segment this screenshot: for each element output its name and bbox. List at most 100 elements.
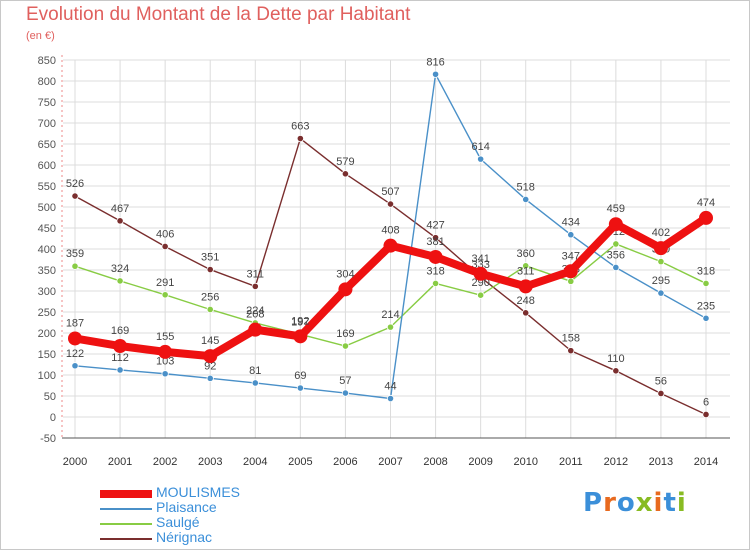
data-point-moulismes: [563, 264, 578, 279]
data-label-saulgé: 169: [336, 328, 354, 340]
x-tick-label: 2013: [649, 456, 673, 468]
legend-swatch-saulge: [100, 523, 152, 525]
chart-title: Evolution du Montant de la Dette par Hab…: [26, 4, 411, 25]
y-tick-label: 850: [38, 55, 56, 67]
y-tick-label: 600: [38, 160, 56, 172]
data-point-nérignac: [612, 367, 620, 375]
data-point-moulismes: [158, 344, 173, 359]
data-point-moulismes: [293, 329, 308, 344]
data-point-plaisance: [702, 314, 710, 322]
data-label-moulismes: 402: [652, 227, 670, 239]
data-point-moulismes: [113, 339, 128, 354]
data-label-plaisance: 816: [426, 56, 444, 68]
legend-label-nerignac: Nérignac: [156, 529, 213, 545]
data-point-plaisance: [71, 362, 79, 370]
data-label-moulismes: 169: [111, 325, 129, 337]
data-point-nérignac: [386, 200, 395, 208]
data-label-plaisance: 434: [562, 217, 580, 229]
legend-label-saulge: Saulgé: [156, 514, 200, 530]
data-label-nérignac: 351: [201, 252, 219, 264]
data-point-nérignac: [702, 410, 710, 419]
x-tick-label: 2000: [63, 456, 87, 468]
y-tick-label: 300: [38, 286, 56, 298]
x-tick-label: 2003: [198, 456, 222, 468]
data-label-moulismes: 304: [336, 268, 354, 280]
data-point-saulgé: [206, 305, 214, 314]
x-tick-label: 2010: [513, 456, 537, 468]
y-tick-label: 100: [38, 370, 56, 382]
data-point-moulismes: [608, 217, 623, 232]
data-label-nérignac: 311: [247, 268, 265, 280]
data-point-moulismes: [653, 241, 668, 256]
y-tick-label: 700: [38, 118, 56, 130]
data-point-plaisance: [522, 195, 530, 204]
data-label-moulismes: 459: [607, 203, 625, 215]
legend-swatch-moulismes: [100, 490, 152, 498]
data-point-saulgé: [657, 257, 665, 266]
data-label-nérignac: 56: [655, 375, 667, 387]
data-label-plaisance: 57: [339, 375, 351, 387]
data-point-moulismes: [203, 349, 218, 364]
data-label-nérignac: 6: [703, 396, 709, 408]
y-tick-label: 550: [38, 181, 56, 193]
data-point-nérignac: [206, 265, 214, 274]
data-label-plaisance: 69: [294, 370, 306, 382]
data-label-plaisance: 103: [156, 356, 174, 368]
data-label-plaisance: 112: [111, 352, 129, 364]
x-tick-label: 2001: [108, 456, 132, 468]
y-tick-label: 350: [38, 265, 56, 277]
data-label-moulismes: 311: [517, 265, 535, 277]
data-label-moulismes: 192: [291, 315, 309, 327]
data-label-moulismes: 155: [156, 331, 174, 343]
data-label-moulismes: 187: [66, 317, 84, 329]
data-point-moulismes: [338, 282, 353, 297]
data-label-saulgé: 214: [381, 309, 399, 321]
data-point-saulgé: [477, 291, 485, 299]
x-tick-label: 2012: [604, 456, 628, 468]
data-point-plaisance: [161, 370, 169, 378]
data-label-nérignac: 427: [426, 220, 444, 232]
data-point-plaisance: [431, 70, 440, 78]
y-tick-label: 750: [38, 97, 56, 109]
data-label-plaisance: 518: [517, 181, 535, 193]
data-label-moulismes: 208: [246, 309, 264, 321]
data-point-plaisance: [477, 155, 485, 163]
data-point-nérignac: [251, 282, 259, 290]
data-label-plaisance: 614: [471, 141, 489, 153]
data-point-saulgé: [161, 291, 169, 299]
data-point-plaisance: [567, 231, 575, 239]
data-point-plaisance: [206, 374, 214, 382]
data-label-plaisance: 44: [384, 381, 396, 393]
data-label-saulgé: 290: [471, 277, 489, 289]
data-point-moulismes: [248, 322, 263, 337]
data-point-saulgé: [567, 277, 575, 285]
data-point-nérignac: [431, 234, 440, 242]
data-label-nérignac: 110: [607, 353, 625, 365]
x-tick-label: 2008: [423, 456, 447, 468]
data-point-plaisance: [116, 366, 124, 374]
data-label-saulgé: 224: [246, 305, 264, 317]
data-point-nérignac: [657, 389, 665, 398]
data-point-nérignac: [296, 134, 304, 143]
data-point-saulgé: [431, 279, 440, 288]
x-tick-label: 2004: [243, 456, 267, 468]
data-label-saulgé: 360: [517, 248, 535, 260]
data-label-saulgé: 291: [156, 277, 174, 289]
data-label-saulgé: 197: [291, 316, 309, 328]
x-tick-label: 2014: [694, 456, 718, 468]
data-point-saulgé: [612, 240, 620, 248]
data-label-moulismes: 341: [471, 253, 489, 265]
data-label-plaisance: 122: [66, 348, 84, 360]
data-label-plaisance: 81: [249, 365, 261, 377]
data-label-nérignac: 406: [156, 228, 174, 240]
y-tick-label: 50: [44, 391, 56, 403]
x-tick-label: 2011: [559, 456, 583, 468]
y-tick-label: 150: [38, 349, 56, 361]
data-label-saulgé: 318: [426, 265, 444, 277]
data-label-nérignac: 663: [291, 121, 309, 133]
x-tick-label: 2002: [153, 456, 177, 468]
data-label-moulismes: 347: [562, 250, 580, 262]
data-point-saulgé: [522, 262, 530, 270]
data-point-plaisance: [296, 384, 304, 392]
data-point-moulismes: [699, 210, 713, 225]
